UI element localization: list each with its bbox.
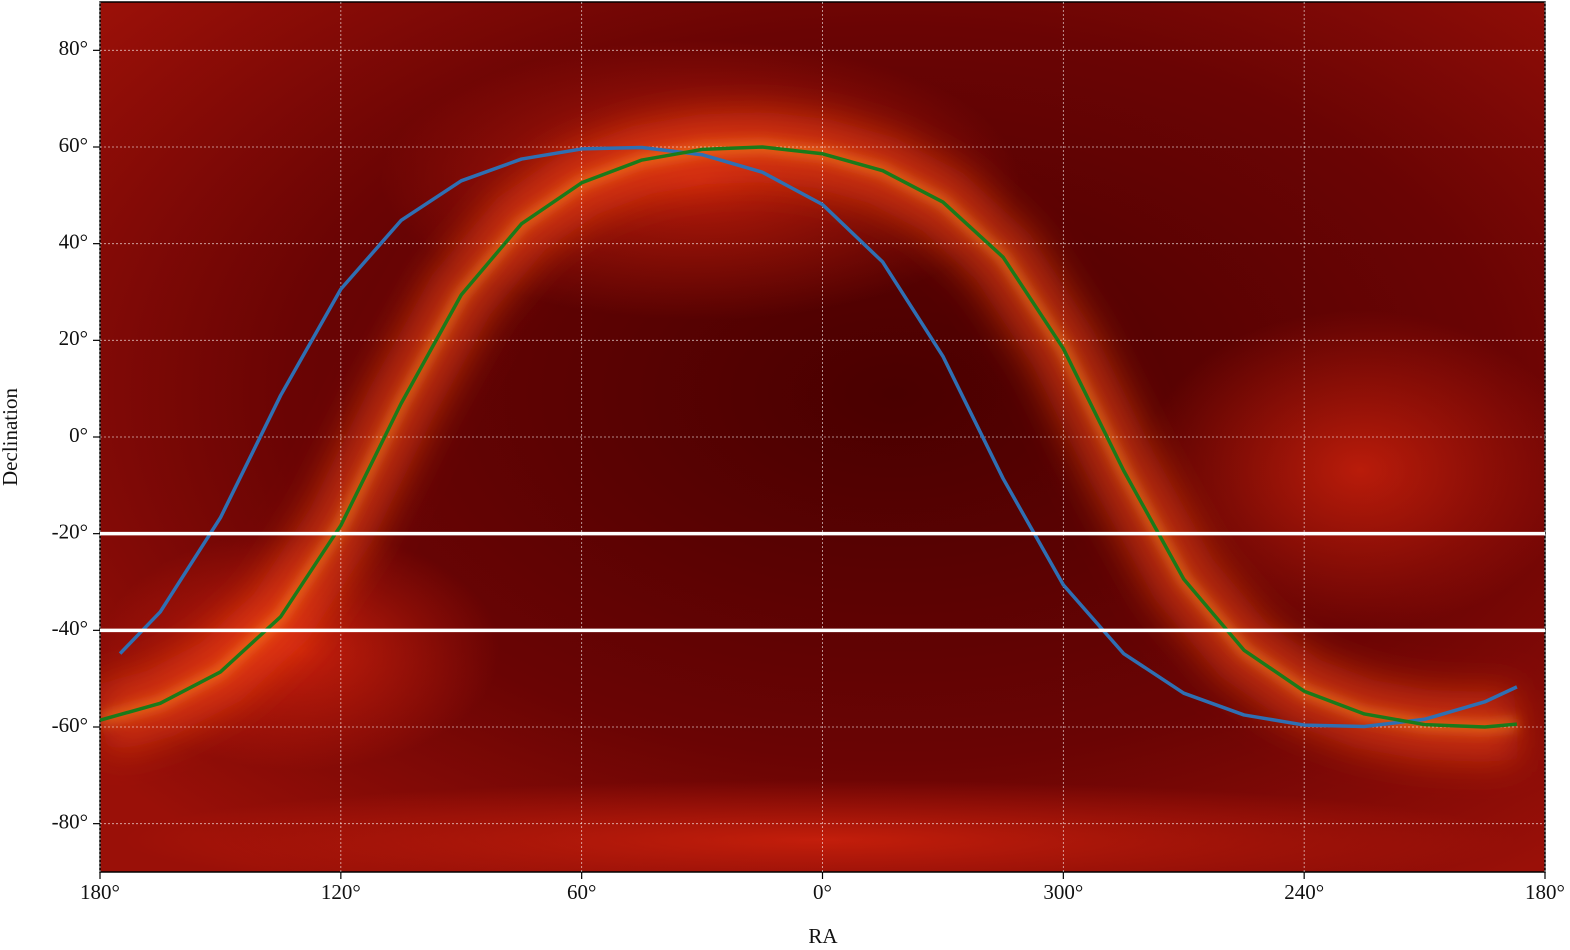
x-tick-label: 0°: [813, 880, 832, 904]
x-tick-label: 300°: [1043, 880, 1083, 904]
x-axis-label: RA: [808, 924, 838, 948]
series-line: [118, 145, 1518, 729]
x-tick-label: 120°: [321, 880, 361, 904]
y-tick-label: -20°: [52, 519, 88, 543]
y-tick-label: 20°: [59, 326, 88, 350]
x-tick-label: 60°: [567, 880, 596, 904]
y-tick-label: 40°: [59, 229, 88, 253]
sky-background: [100, 2, 1545, 872]
x-tick-label: 180°: [1525, 880, 1565, 904]
x-tick-label: 180°: [80, 880, 120, 904]
series-line: [100, 145, 1518, 729]
y-tick-label: -80°: [52, 809, 88, 833]
x-tick-label: 240°: [1284, 880, 1324, 904]
y-tick-label: -40°: [52, 616, 88, 640]
y-tick-label: 0°: [69, 423, 88, 447]
y-tick-label: 80°: [59, 36, 88, 60]
y-tick-label: -60°: [52, 713, 88, 737]
y-axis-label: Declination: [0, 388, 22, 486]
y-tick-label: 60°: [59, 133, 88, 157]
